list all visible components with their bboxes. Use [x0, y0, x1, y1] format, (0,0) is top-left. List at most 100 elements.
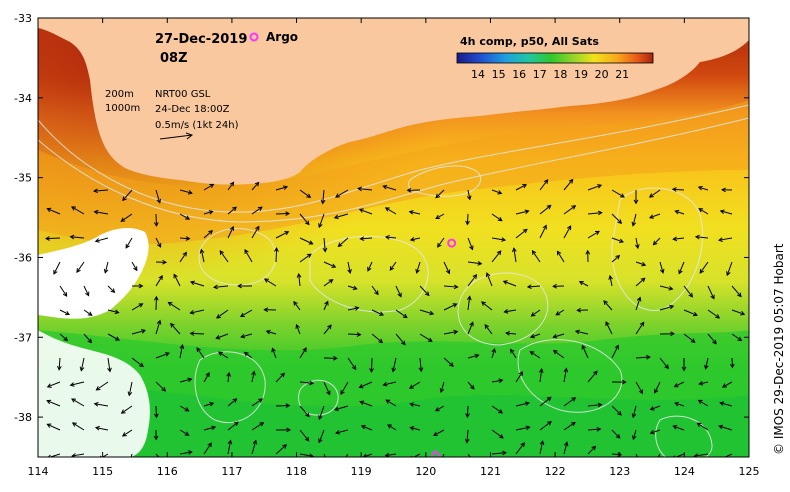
current-vector	[227, 182, 234, 191]
scale-arrow	[159, 134, 193, 140]
current-vector	[104, 261, 109, 273]
scale-label: 0.5m/s (1kt 24h)	[155, 120, 239, 131]
current-vector-head	[445, 269, 451, 275]
current-vector	[323, 453, 326, 457]
current-vector-head	[594, 230, 600, 236]
current-vector	[385, 207, 397, 215]
current-vector-head	[335, 429, 341, 435]
current-vector	[275, 404, 290, 407]
current-vector-head	[69, 234, 75, 240]
current-vector	[699, 381, 709, 385]
current-vector	[387, 424, 397, 431]
current-vector	[107, 333, 120, 341]
current-vector-head	[617, 410, 622, 416]
current-vector	[467, 381, 475, 390]
current-vector	[491, 189, 502, 194]
current-vector	[491, 250, 502, 263]
current-vector-head	[568, 178, 574, 184]
current-vector-head	[351, 365, 357, 371]
current-vector-head	[47, 454, 51, 457]
current-vector	[347, 261, 351, 274]
current-vector	[318, 213, 325, 228]
current-vector	[649, 213, 661, 219]
current-vector	[371, 333, 383, 343]
current-vector-head	[252, 439, 258, 445]
x-tick-label: 122	[545, 465, 566, 478]
current-vector	[611, 237, 624, 243]
current-vector	[244, 249, 253, 263]
current-vector	[59, 333, 68, 341]
map-plot	[38, 18, 749, 457]
current-vector-head	[45, 236, 50, 241]
x-tick-label: 118	[286, 465, 307, 478]
current-vector	[635, 297, 641, 311]
current-vector-head	[529, 333, 535, 339]
current-vector	[683, 309, 698, 316]
current-vector-head	[257, 206, 263, 212]
current-vector-head	[552, 334, 558, 339]
current-vector-head	[263, 307, 269, 313]
current-vector	[47, 208, 61, 215]
x-axis: 114 115 116 117 118 119 120 121 122 123 124 125	[28, 18, 760, 478]
current-vector	[335, 429, 349, 434]
current-vector-head	[358, 208, 364, 213]
current-vector-head	[384, 207, 390, 212]
current-vector-head	[379, 311, 385, 316]
current-vector-head	[409, 426, 415, 431]
current-vector-head	[640, 277, 646, 283]
current-vector	[443, 285, 458, 288]
colorbar-tick-label: 17	[533, 68, 547, 81]
current-vector-head	[525, 425, 531, 431]
current-vector-head	[710, 294, 715, 300]
current-vector	[553, 333, 565, 338]
current-vector	[603, 300, 613, 311]
current-vector	[515, 371, 523, 383]
current-vector	[650, 405, 661, 411]
current-vector	[227, 226, 234, 239]
current-vector-head	[434, 407, 440, 412]
current-vector	[48, 453, 61, 457]
current-vector	[196, 347, 205, 359]
current-vector	[587, 184, 602, 191]
current-vector-head	[121, 432, 127, 437]
current-vector	[94, 403, 109, 407]
current-vector-head	[139, 362, 144, 368]
current-vector-head	[427, 337, 433, 342]
current-vector-head	[110, 288, 116, 294]
current-vector	[155, 237, 162, 248]
current-vector	[484, 324, 493, 335]
current-vector	[200, 249, 205, 263]
current-vector	[659, 357, 669, 369]
current-vector	[95, 427, 109, 431]
current-vector-head	[87, 338, 93, 344]
current-vector	[587, 428, 601, 431]
current-vector	[611, 429, 621, 439]
current-vector-head	[114, 309, 120, 315]
current-vector	[335, 189, 349, 198]
current-vector-head	[538, 368, 544, 373]
current-vector-head	[484, 324, 490, 329]
current-vector-head	[46, 383, 52, 388]
current-vector	[506, 332, 517, 335]
current-vector	[435, 213, 445, 219]
current-vector	[359, 401, 373, 407]
current-vector	[539, 421, 552, 431]
current-vector	[155, 189, 161, 203]
current-vector	[532, 250, 541, 263]
current-vector	[275, 444, 287, 455]
current-vector-head	[347, 268, 352, 274]
current-vector	[649, 189, 661, 198]
current-vector-head	[452, 303, 458, 308]
current-vector-head	[199, 248, 205, 254]
current-vector	[609, 275, 613, 287]
current-vector	[563, 442, 568, 455]
current-vector-head	[469, 321, 474, 327]
current-vector	[635, 261, 646, 266]
current-vector	[395, 309, 408, 318]
current-vector-head	[485, 272, 491, 278]
current-vector	[227, 206, 237, 215]
current-vector-head	[215, 335, 221, 340]
current-vector-head	[576, 307, 582, 313]
y-tick-label: -35	[14, 172, 32, 185]
